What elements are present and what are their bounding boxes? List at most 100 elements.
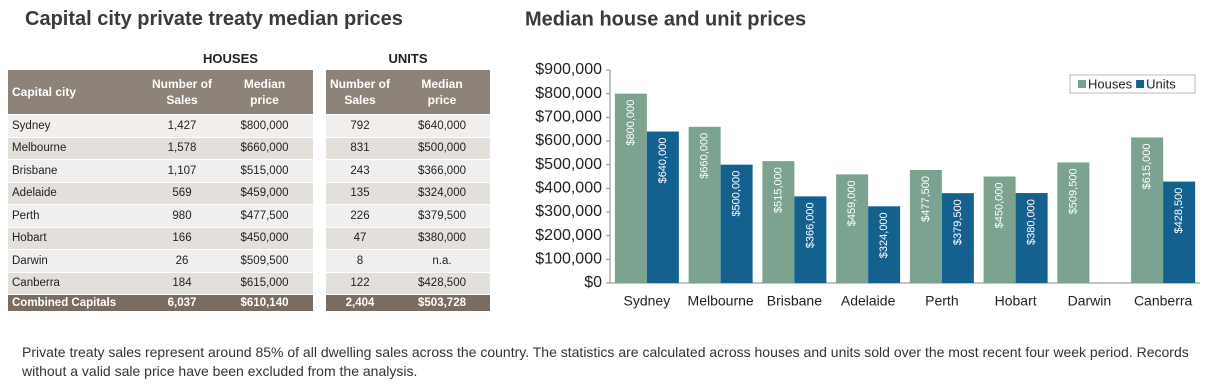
bar (836, 174, 869, 283)
table-cell: 26 (148, 250, 216, 273)
value-label: $450,000 (994, 183, 1006, 229)
value-label: $615,000 (1141, 143, 1153, 189)
table-cell: 226 (326, 205, 394, 228)
value-label: $324,000 (878, 212, 890, 258)
cell-text: $380,000 (418, 232, 466, 245)
cell-text: Darwin (12, 254, 48, 267)
column-header: Number of Sales (148, 70, 216, 115)
chart: Median house and unit prices $0 $100,000 $… (525, 8, 1200, 309)
table-cell: 1,427 (148, 115, 216, 138)
cell-text: Melbourne (12, 142, 67, 155)
cell-text: 1,427 (167, 119, 197, 132)
cell-text: 243 (350, 164, 370, 177)
column-header: Median price (216, 70, 313, 115)
cell-text: $324,000 (418, 187, 466, 200)
table-cell: Brisbane (8, 160, 148, 183)
cell-text: 2,404 (345, 297, 375, 309)
table-cell: $477,500 (216, 205, 313, 228)
value-label: $640,000 (657, 138, 669, 184)
table-cell: Darwin (8, 250, 148, 273)
table-cell: $459,000 (216, 182, 313, 205)
value-label: $515,000 (772, 167, 784, 213)
cell-text: Capital city (12, 85, 77, 99)
bar (1057, 162, 1090, 283)
x-tick-label: Adelaide (841, 293, 896, 309)
bar (720, 164, 753, 283)
legend-swatch (1136, 80, 1145, 88)
y-tick-label: $900,000 (535, 61, 602, 78)
total-cell: $610,140 (216, 295, 313, 312)
x-tick-label: Sydney (624, 293, 671, 309)
cell-text: $459,000 (240, 187, 289, 200)
bar (1163, 181, 1196, 283)
cell-text: $509,500 (240, 254, 289, 267)
group-header: HOUSES (148, 51, 313, 69)
y-tick-label: $300,000 (535, 203, 602, 220)
cell-text: $615,000 (240, 277, 289, 290)
x-tick-label: Perth (925, 293, 958, 309)
table-cell: $428,500 (394, 272, 490, 295)
x-tick-label: Melbourne (688, 293, 754, 309)
table-cell: $640,000 (394, 115, 490, 138)
cell-text: 569 (172, 187, 192, 200)
cell-text: $515,000 (240, 164, 289, 177)
table-cell: $615,000 (216, 272, 313, 295)
table-cell: $380,000 (394, 227, 490, 250)
cell-text: 122 (350, 277, 370, 290)
table-cell: 8 (326, 250, 394, 273)
x-tick-label: Canberra (1134, 293, 1193, 309)
total-cell: $503,728 (394, 295, 490, 312)
cell-text: Number of Sales (330, 77, 390, 107)
table-cell: 47 (326, 227, 394, 250)
cell-text: Number of Sales (152, 77, 212, 107)
bar (909, 169, 942, 283)
y-tick-label: $100,000 (535, 251, 602, 268)
bar (983, 176, 1016, 283)
bar (614, 93, 647, 284)
chart-title: Median house and unit prices (525, 8, 806, 30)
cell-text: Canberra (12, 277, 60, 290)
value-label: $660,000 (699, 133, 711, 179)
cell-text: $503,728 (418, 297, 466, 309)
bar (1131, 137, 1164, 283)
table-cell: Perth (8, 205, 148, 228)
cell-text: Brisbane (12, 164, 58, 177)
cell-text: $450,000 (240, 232, 289, 245)
column-header: Median price (394, 70, 490, 115)
cell-text: 226 (350, 209, 370, 222)
table-cell: 1,107 (148, 160, 216, 183)
cell-text: 184 (172, 277, 192, 290)
bar (794, 196, 827, 283)
cell-text: 8 (356, 254, 364, 267)
cell-text: Combined Capitals (12, 297, 117, 309)
table-cell: Sydney (8, 115, 148, 138)
table-cell: $660,000 (216, 137, 313, 160)
total-cell: 6,037 (148, 295, 216, 312)
legend-box (1069, 74, 1196, 94)
y-tick-label: $500,000 (535, 156, 602, 173)
cell-text: Hobart (12, 232, 47, 245)
cell-text: Perth (12, 209, 40, 222)
table-cell: Hobart (8, 227, 148, 250)
cell-text: 135 (350, 187, 370, 200)
cell-text: Adelaide (12, 187, 57, 200)
cell-text: $640,000 (418, 119, 466, 132)
table-cell: $324,000 (394, 182, 490, 205)
cell-text: $428,500 (418, 277, 466, 290)
y-tick-label: $700,000 (535, 109, 602, 126)
cell-text: 1,578 (167, 142, 197, 155)
table-cell: 831 (326, 137, 394, 160)
table-cell: 980 (148, 205, 216, 228)
x-tick-label: Brisbane (767, 293, 822, 309)
table-cell: $366,000 (394, 160, 490, 183)
y-tick-label: $800,000 (535, 85, 602, 102)
x-tick-label: Hobart (995, 293, 1037, 309)
y-tick-label: $600,000 (535, 132, 602, 149)
cell-text: 980 (172, 209, 192, 222)
table-cell: 1,578 (148, 137, 216, 160)
value-label: $477,500 (920, 176, 932, 222)
cell-text: $660,000 (240, 142, 289, 155)
table-cell: $450,000 (216, 227, 313, 250)
cell-text: Sydney (12, 119, 51, 132)
column-header: Capital city (8, 70, 148, 115)
